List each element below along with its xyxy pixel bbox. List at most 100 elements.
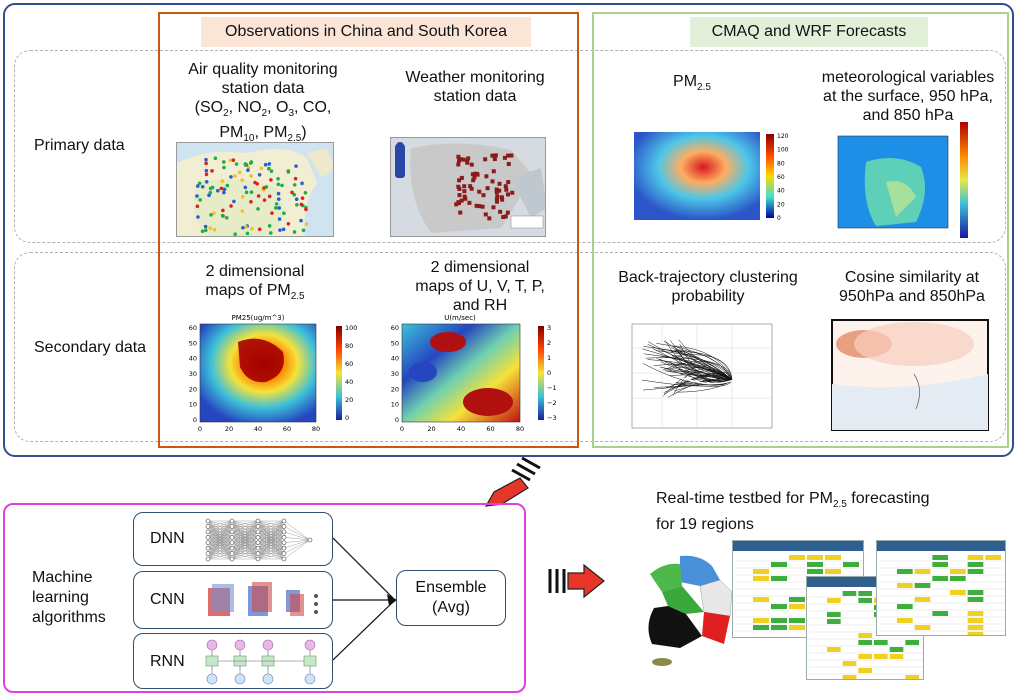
table-cell	[771, 625, 787, 630]
station-dot	[267, 162, 272, 166]
table-cell	[967, 562, 984, 567]
trajectory-line	[645, 357, 733, 381]
testbed-title-line1: Real-time testbed for PM2.5 forecasting	[656, 490, 930, 511]
station-marker	[497, 188, 502, 193]
table-cell	[932, 611, 948, 616]
station-dot	[228, 158, 233, 163]
table-cell	[905, 675, 919, 679]
rnn-label: RNN	[150, 653, 185, 670]
trajectory-line	[656, 343, 733, 381]
table-cell	[827, 619, 841, 624]
station-dot	[204, 168, 209, 173]
back-trajectory-label: Back-trajectory clustering probability	[608, 268, 808, 306]
station-marker	[509, 153, 514, 158]
cbar-tick-label: 2	[547, 339, 551, 347]
dnn-edge	[257, 520, 285, 560]
dnn-edge	[231, 542, 259, 560]
trajectory-line	[656, 358, 733, 381]
cbar-tick-label: 1	[547, 354, 551, 362]
station-dot	[210, 169, 214, 173]
table-cell	[967, 618, 984, 623]
station-dot	[204, 172, 209, 177]
trajectory-line	[662, 361, 733, 381]
cnn-label: CNN	[150, 591, 185, 608]
station-dot	[222, 190, 226, 195]
table-cell	[858, 640, 872, 645]
table-cell	[967, 597, 984, 602]
x-tick-label: 0	[400, 425, 404, 433]
y-tick-label: 10	[189, 401, 197, 409]
cnn-box: CNN	[133, 571, 333, 629]
station-marker	[457, 193, 462, 198]
station-marker	[505, 210, 510, 215]
table-cell	[753, 576, 769, 581]
dnn-edge	[283, 526, 311, 541]
dnn-node	[307, 537, 313, 543]
pm-map-line2: maps of PM2.5	[205, 282, 305, 303]
station-dot	[243, 162, 248, 166]
station-marker	[503, 214, 508, 219]
cbar-tick-label: 100	[777, 147, 789, 154]
station-dot	[195, 204, 200, 209]
station-dot	[294, 197, 299, 201]
trajectory-line	[666, 371, 733, 381]
table-cell	[858, 598, 872, 603]
station-dot	[299, 218, 303, 223]
forecasts-panel	[592, 12, 1009, 448]
air-quality-line1: Air quality monitoring	[188, 61, 338, 78]
arrow-to-testbed	[548, 563, 605, 599]
station-dot	[246, 168, 250, 173]
dnn-edge	[283, 531, 311, 541]
met-line3: and 850 hPa	[862, 107, 954, 124]
dnn-node	[229, 540, 235, 546]
uvtp-maps-label: 2 dimensional maps of U, V, T, P, and RH	[380, 258, 580, 315]
dnn-edge	[283, 539, 311, 560]
table-cell	[950, 569, 966, 574]
station-marker	[458, 157, 463, 162]
station-dot	[203, 224, 208, 229]
rnn-input-node	[206, 673, 218, 685]
station-marker	[477, 204, 482, 209]
rnn-input-node	[262, 673, 274, 685]
table-cell	[914, 583, 931, 588]
dnn-edge	[207, 520, 233, 527]
station-marker	[491, 205, 496, 210]
station-dot	[222, 160, 226, 164]
station-dot	[250, 226, 254, 231]
station-dot	[210, 185, 215, 190]
x-tick-label: 40	[254, 425, 262, 433]
station-dot	[256, 207, 260, 211]
ensemble-box: Ensemble (Avg)	[396, 570, 506, 626]
dnn-edge	[231, 520, 259, 527]
y-tick-label: 60	[189, 324, 197, 332]
station-marker	[501, 215, 506, 220]
primary-data-row	[14, 50, 1006, 243]
station-dot	[204, 157, 208, 162]
station-dot	[219, 186, 224, 191]
dnn-edge	[207, 547, 233, 560]
dnn-edge	[257, 547, 285, 560]
station-marker	[494, 187, 499, 192]
dnn-node	[255, 529, 261, 535]
station-dot	[209, 213, 213, 217]
testbed-title-line2: for 19 regions	[656, 516, 754, 534]
station-marker	[493, 153, 498, 158]
station-marker	[471, 178, 476, 183]
cbar-tick-label: 80	[345, 342, 353, 350]
station-dot	[264, 185, 269, 189]
table-cell	[842, 591, 857, 596]
cbar-tick-label: 100	[345, 324, 357, 332]
station-marker	[506, 180, 511, 185]
dnn-node	[255, 524, 261, 529]
dnn-edge	[231, 526, 259, 560]
dnn-edge	[207, 520, 233, 538]
station-dot	[203, 228, 208, 233]
station-dot	[232, 199, 236, 204]
station-dot	[240, 209, 245, 213]
cbar-tick-label: 40	[345, 378, 353, 386]
dnn-node	[205, 551, 211, 556]
table-cell	[874, 654, 888, 659]
dnn-edge	[283, 539, 311, 543]
ensemble-line2: (Avg)	[432, 599, 470, 616]
secondary-data-label: Secondary data	[34, 339, 147, 356]
